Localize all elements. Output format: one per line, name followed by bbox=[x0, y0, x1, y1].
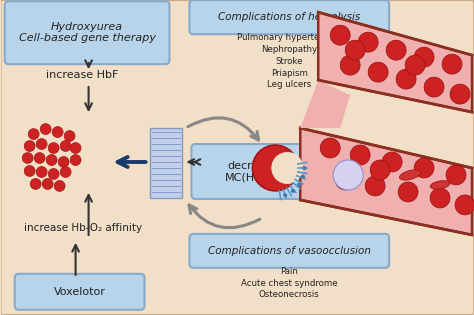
Circle shape bbox=[52, 127, 63, 138]
Text: Pain
Acute chest syndrome
Osteonecrosis: Pain Acute chest syndrome Osteonecrosis bbox=[241, 267, 337, 300]
Circle shape bbox=[24, 165, 35, 176]
Circle shape bbox=[54, 180, 65, 192]
Circle shape bbox=[30, 179, 41, 189]
Circle shape bbox=[271, 152, 303, 184]
Circle shape bbox=[40, 123, 51, 135]
Circle shape bbox=[42, 179, 53, 189]
Circle shape bbox=[396, 69, 416, 89]
Bar bbox=[150, 128, 182, 198]
Circle shape bbox=[252, 145, 298, 191]
Circle shape bbox=[424, 77, 444, 97]
Circle shape bbox=[365, 176, 385, 196]
Circle shape bbox=[414, 158, 434, 178]
Circle shape bbox=[70, 142, 81, 153]
Text: Complications of vasoocclusion: Complications of vasoocclusion bbox=[208, 246, 371, 256]
Text: increase Hb-O₂ affinity: increase Hb-O₂ affinity bbox=[24, 223, 142, 233]
Circle shape bbox=[36, 139, 47, 150]
Circle shape bbox=[450, 84, 470, 104]
Circle shape bbox=[46, 154, 57, 165]
Text: Hydroxyurea
Cell-based gene therapy: Hydroxyurea Cell-based gene therapy bbox=[18, 22, 155, 43]
Circle shape bbox=[70, 154, 81, 165]
Circle shape bbox=[358, 32, 378, 52]
Circle shape bbox=[335, 170, 355, 190]
Text: increase HbF: increase HbF bbox=[46, 70, 119, 80]
Circle shape bbox=[64, 130, 75, 141]
Polygon shape bbox=[318, 12, 472, 112]
Circle shape bbox=[302, 166, 306, 170]
Circle shape bbox=[48, 169, 59, 180]
Circle shape bbox=[301, 175, 305, 179]
FancyBboxPatch shape bbox=[191, 144, 314, 199]
Circle shape bbox=[36, 167, 47, 177]
FancyBboxPatch shape bbox=[5, 1, 170, 64]
Text: Voxelotor: Voxelotor bbox=[54, 287, 106, 297]
Circle shape bbox=[60, 167, 71, 177]
Circle shape bbox=[414, 47, 434, 67]
Circle shape bbox=[58, 157, 69, 168]
FancyBboxPatch shape bbox=[15, 274, 145, 310]
Text: Pulmonary hypertension
Nephropathy
Stroke
Priapism
Leg ulcers: Pulmonary hypertension Nephropathy Strok… bbox=[237, 33, 342, 89]
FancyBboxPatch shape bbox=[190, 234, 389, 268]
Circle shape bbox=[22, 152, 33, 163]
Ellipse shape bbox=[430, 181, 450, 189]
Circle shape bbox=[345, 40, 365, 60]
Circle shape bbox=[430, 188, 450, 208]
Circle shape bbox=[320, 138, 340, 158]
Circle shape bbox=[297, 183, 301, 186]
Circle shape bbox=[350, 145, 370, 165]
FancyBboxPatch shape bbox=[190, 0, 389, 34]
Circle shape bbox=[368, 62, 388, 82]
Circle shape bbox=[24, 140, 35, 152]
Circle shape bbox=[405, 55, 425, 75]
Ellipse shape bbox=[400, 170, 421, 180]
Circle shape bbox=[34, 152, 45, 163]
Text: decrease
MC(HbS)C: decrease MC(HbS)C bbox=[225, 161, 281, 182]
Circle shape bbox=[48, 142, 59, 153]
Circle shape bbox=[291, 189, 295, 193]
Circle shape bbox=[333, 160, 363, 190]
Circle shape bbox=[330, 25, 350, 45]
Circle shape bbox=[60, 140, 71, 152]
Circle shape bbox=[370, 160, 390, 180]
Circle shape bbox=[340, 55, 360, 75]
Circle shape bbox=[283, 193, 287, 197]
Circle shape bbox=[398, 182, 418, 202]
Circle shape bbox=[382, 152, 402, 172]
Circle shape bbox=[446, 165, 466, 185]
Circle shape bbox=[442, 54, 462, 74]
Circle shape bbox=[455, 195, 474, 215]
Circle shape bbox=[386, 40, 406, 60]
Polygon shape bbox=[300, 128, 472, 235]
Circle shape bbox=[28, 129, 39, 140]
Text: Complications of hemolysis: Complications of hemolysis bbox=[218, 12, 360, 22]
Polygon shape bbox=[300, 80, 350, 128]
